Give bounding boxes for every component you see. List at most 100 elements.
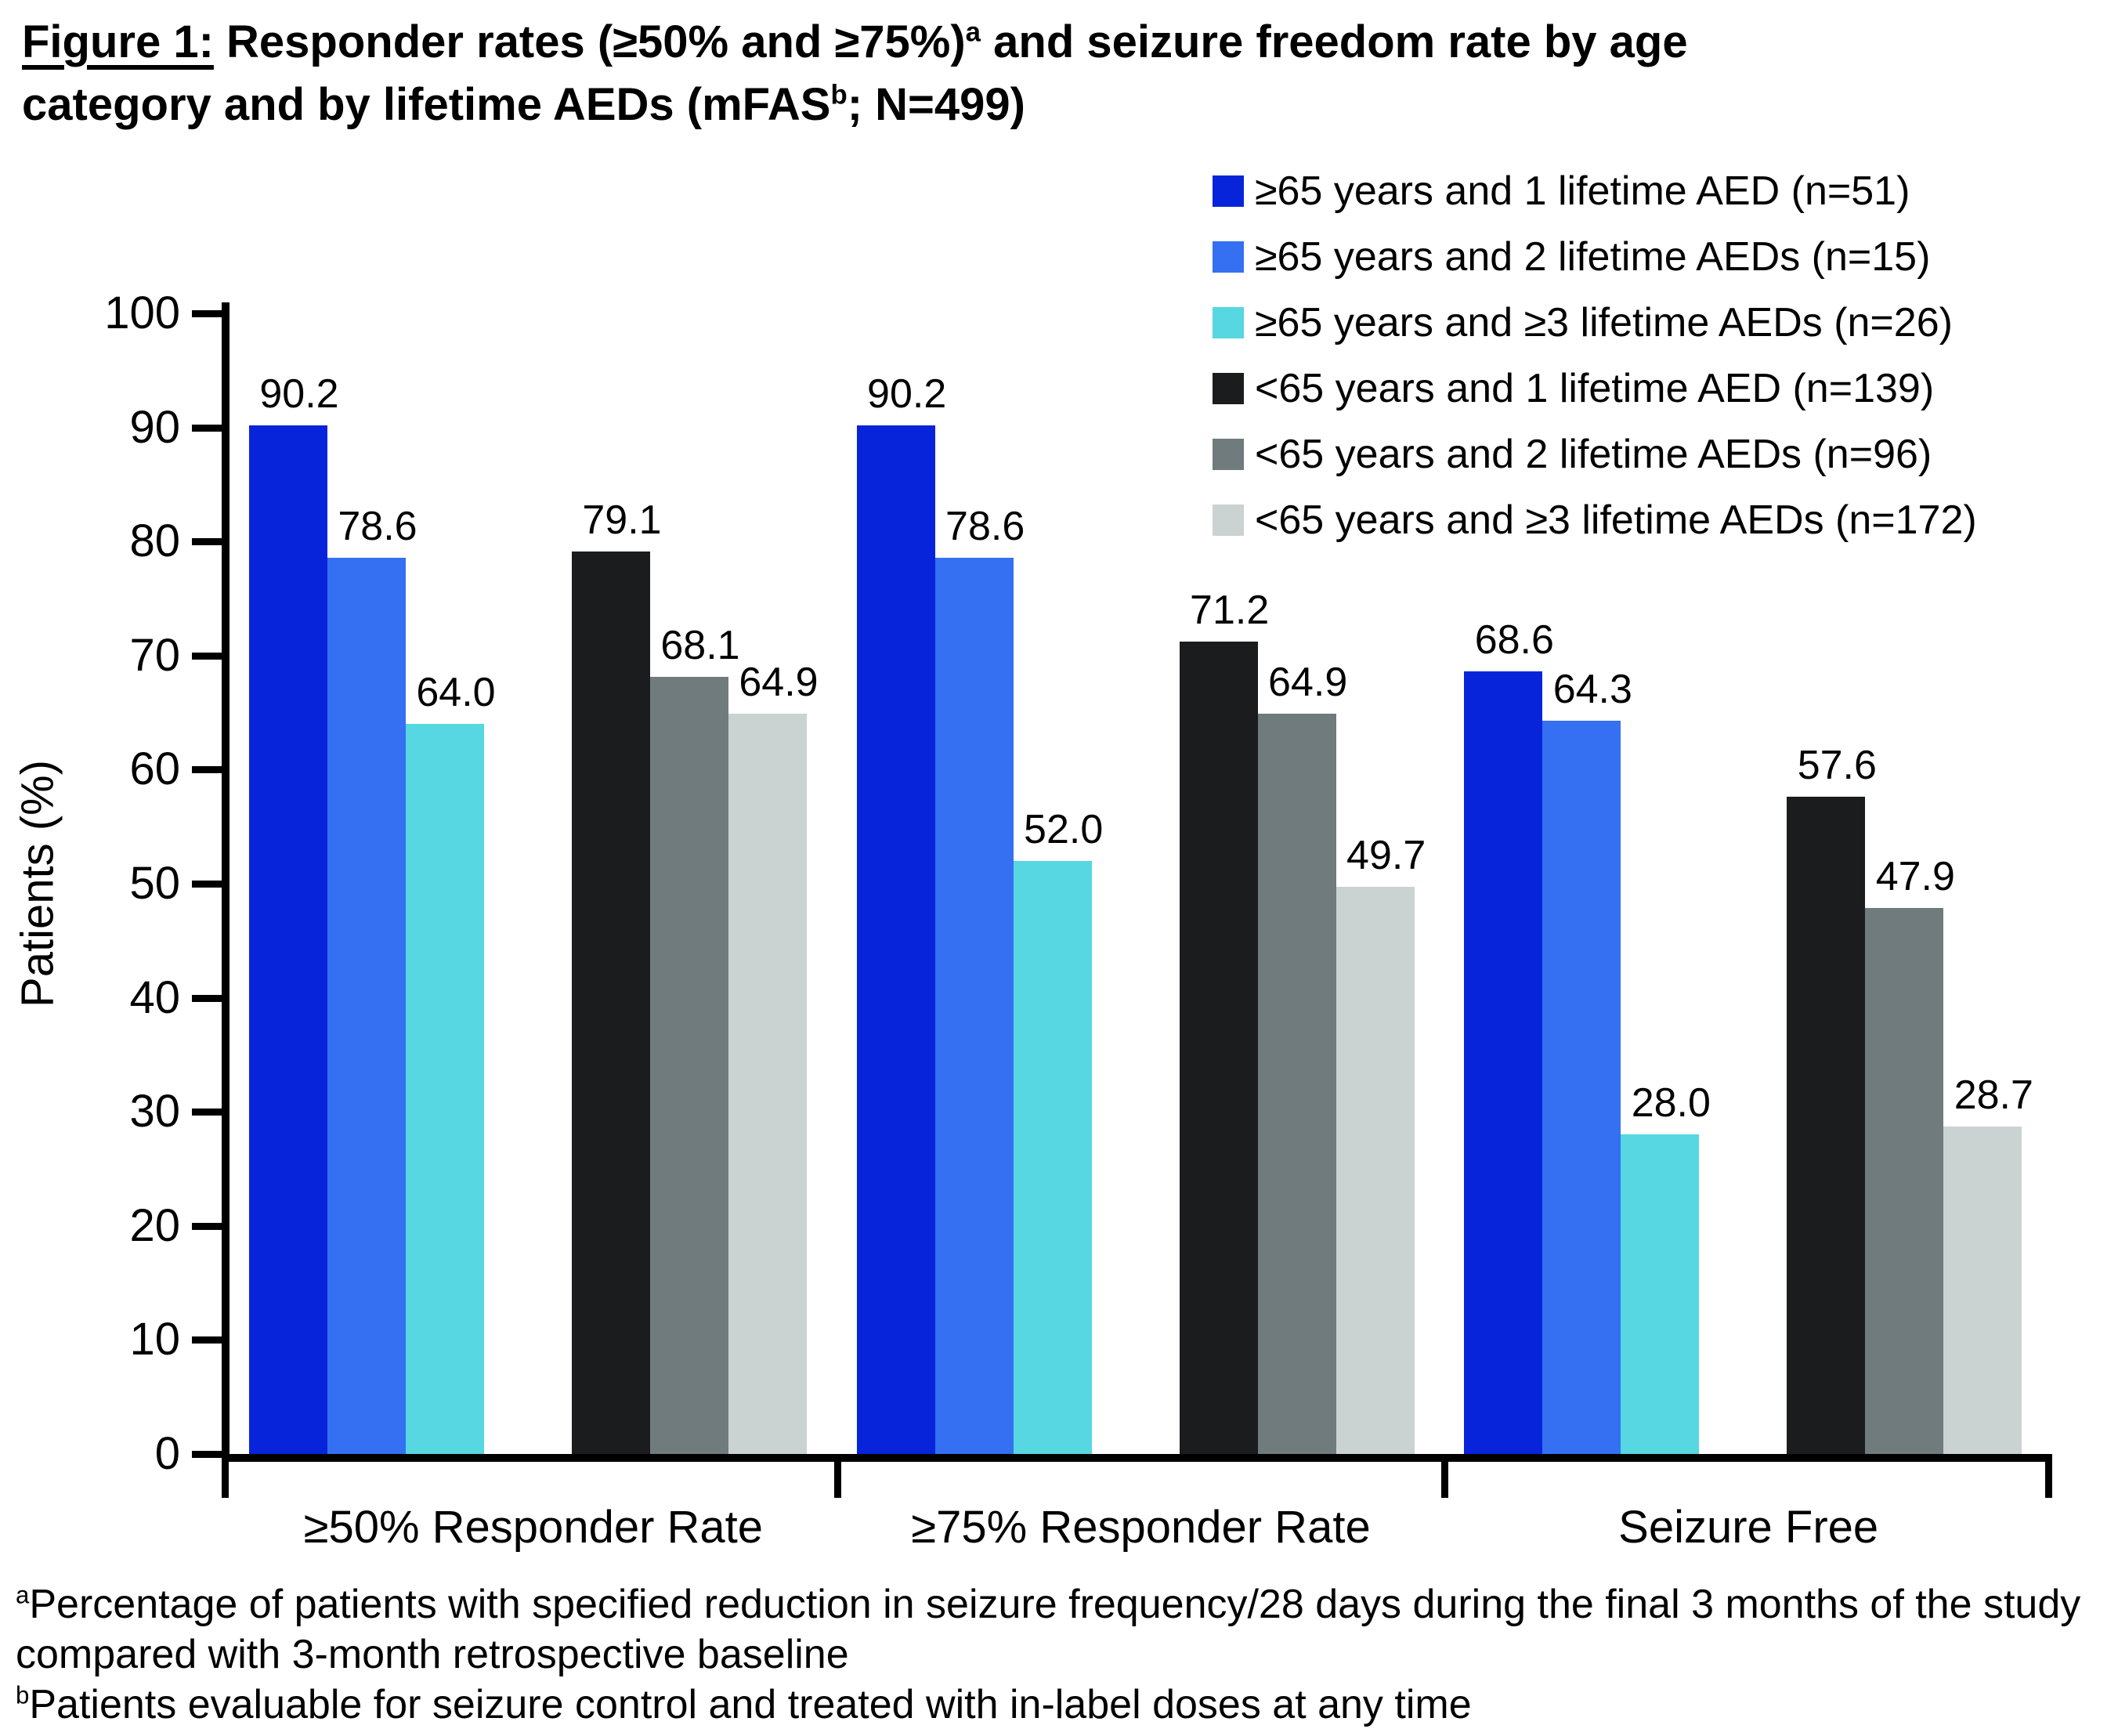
y-axis-tick-label: 40 bbox=[129, 971, 180, 1023]
bar bbox=[1787, 797, 1866, 1454]
y-axis-tick bbox=[192, 881, 222, 888]
legend-swatch-icon bbox=[1213, 241, 1244, 273]
footnote-superscript: a bbox=[16, 1581, 30, 1609]
y-axis-tick bbox=[192, 994, 222, 1002]
title-text: and seizure freedom rate by age bbox=[981, 16, 1688, 67]
legend-item: <65 years and 1 lifetime AED (n=139) bbox=[1213, 356, 1977, 421]
legend-item: ≥65 years and 1 lifetime AED (n=51) bbox=[1213, 158, 1977, 224]
legend-swatch-icon bbox=[1213, 175, 1244, 207]
y-axis-tick bbox=[192, 652, 222, 660]
title-text: ; N=499) bbox=[847, 79, 1025, 130]
legend-label: <65 years and 1 lifetime AED (n=139) bbox=[1255, 366, 1935, 411]
figure-title-line: Figure 1: Responder rates (≥50% and ≥75%… bbox=[22, 11, 1941, 74]
legend-item: ≥65 years and 2 lifetime AEDs (n=15) bbox=[1213, 224, 1977, 290]
bar-value-label: 78.6 bbox=[945, 503, 1025, 549]
legend-item: <65 years and ≥3 lifetime AEDs (n=172) bbox=[1213, 487, 1977, 553]
title-superscript: a bbox=[965, 16, 981, 48]
x-axis-tick bbox=[1441, 1462, 1449, 1498]
x-axis-tick bbox=[2045, 1462, 2052, 1498]
legend: ≥65 years and 1 lifetime AED (n=51) ≥65 y… bbox=[1213, 158, 1977, 553]
footnote-text: Patients evaluable for seizure control a… bbox=[29, 1682, 1472, 1727]
footnote: bPatients evaluable for seizure control … bbox=[16, 1680, 2105, 1730]
legend-label: <65 years and ≥3 lifetime AEDs (n=172) bbox=[1255, 497, 1977, 543]
bar bbox=[1013, 860, 1092, 1454]
legend-swatch-icon bbox=[1213, 439, 1244, 470]
bar bbox=[572, 552, 650, 1454]
y-axis-tick-label: 90 bbox=[129, 401, 180, 453]
y-axis-tick bbox=[192, 1336, 222, 1344]
legend-label: ≥65 years and ≥3 lifetime AEDs (n=26) bbox=[1255, 300, 1953, 345]
footnotes: aPercentage of patients with specified r… bbox=[16, 1579, 2105, 1730]
bar bbox=[728, 714, 807, 1454]
bar-value-label: 79.1 bbox=[582, 497, 662, 544]
bar bbox=[1257, 714, 1336, 1454]
title-text: Figure 1: bbox=[22, 16, 214, 67]
y-axis-tick-label: 10 bbox=[129, 1314, 180, 1365]
legend-label: <65 years and 2 lifetime AEDs (n=96) bbox=[1255, 432, 1932, 477]
bar-value-label: 28.7 bbox=[1954, 1072, 2033, 1119]
bar-value-label: 64.9 bbox=[1268, 660, 1348, 706]
bar bbox=[327, 557, 406, 1454]
y-axis-tick-label: 50 bbox=[129, 858, 180, 909]
footnote: aPercentage of patients with specified r… bbox=[16, 1579, 2105, 1680]
bar-value-label: 68.6 bbox=[1474, 617, 1554, 664]
y-axis-line bbox=[222, 302, 230, 1462]
bar-value-label: 28.0 bbox=[1631, 1080, 1711, 1127]
bar bbox=[1865, 907, 1944, 1454]
title-superscript: b bbox=[830, 79, 848, 110]
y-axis-tick-label: 80 bbox=[129, 515, 180, 567]
y-axis-tick bbox=[192, 424, 222, 432]
legend-item: <65 years and 2 lifetime AEDs (n=96) bbox=[1213, 421, 1977, 487]
legend-label: ≥65 years and 2 lifetime AEDs (n=15) bbox=[1255, 234, 1931, 280]
legend-item: ≥65 years and ≥3 lifetime AEDs (n=26) bbox=[1213, 290, 1977, 356]
bar bbox=[1542, 720, 1621, 1454]
legend-swatch-icon bbox=[1213, 505, 1244, 536]
figure-title-line: category and by lifetime AEDs (mFASb; N=… bbox=[22, 74, 1941, 136]
x-axis-category-label: Seizure Free bbox=[1618, 1502, 1879, 1553]
legend-label: ≥65 years and 1 lifetime AED (n=51) bbox=[1255, 168, 1910, 214]
bar bbox=[934, 557, 1014, 1454]
y-axis-tick-label: 0 bbox=[154, 1428, 180, 1479]
bar-value-label: 64.9 bbox=[739, 660, 819, 706]
bar bbox=[1943, 1127, 2022, 1454]
bar bbox=[1335, 887, 1415, 1454]
x-axis-category-label: ≥75% Responder Rate bbox=[911, 1502, 1371, 1553]
y-axis-tick bbox=[192, 1222, 222, 1230]
bar bbox=[1464, 671, 1543, 1454]
bar-value-label: 68.1 bbox=[660, 623, 740, 669]
legend-swatch-icon bbox=[1213, 307, 1244, 338]
x-axis-tick bbox=[833, 1462, 841, 1498]
title-text: Responder rates (≥50% and ≥75%) bbox=[213, 16, 966, 67]
y-axis-tick bbox=[192, 766, 222, 774]
legend-swatch-icon bbox=[1213, 373, 1244, 404]
bar-value-label: 57.6 bbox=[1797, 743, 1877, 789]
bar bbox=[249, 425, 327, 1454]
x-axis-line bbox=[222, 1454, 2052, 1462]
y-axis-tick-label: 100 bbox=[104, 288, 180, 338]
bar-value-label: 78.6 bbox=[338, 503, 417, 549]
bar bbox=[650, 677, 728, 1454]
y-axis-tick-label: 70 bbox=[129, 629, 180, 681]
x-axis-category-label: ≥50% Responder Rate bbox=[303, 1502, 764, 1553]
y-axis-tick bbox=[192, 310, 222, 317]
bar-value-label: 49.7 bbox=[1346, 833, 1426, 879]
bar-value-label: 52.0 bbox=[1024, 806, 1104, 852]
bar-value-label: 47.9 bbox=[1875, 853, 1955, 899]
bar-value-label: 64.3 bbox=[1552, 666, 1632, 712]
y-axis-tick bbox=[192, 1451, 222, 1458]
y-axis-tick bbox=[192, 1109, 222, 1116]
y-axis-tick bbox=[192, 538, 222, 546]
y-axis-tick-label: 30 bbox=[129, 1086, 180, 1137]
y-axis-tick-label: 20 bbox=[129, 1199, 180, 1251]
bar-value-label: 71.2 bbox=[1190, 588, 1270, 634]
bar bbox=[1621, 1134, 1700, 1454]
figure-title: Figure 1: Responder rates (≥50% and ≥75%… bbox=[22, 11, 1941, 136]
bar bbox=[1179, 642, 1258, 1454]
bar bbox=[856, 425, 935, 1454]
title-text: category and by lifetime AEDs (mFAS bbox=[22, 79, 831, 130]
footnote-superscript: b bbox=[16, 1681, 30, 1709]
footnote-text: Percentage of patients with specified re… bbox=[16, 1582, 2081, 1677]
bar bbox=[406, 724, 484, 1454]
bar-value-label: 90.2 bbox=[259, 371, 339, 417]
